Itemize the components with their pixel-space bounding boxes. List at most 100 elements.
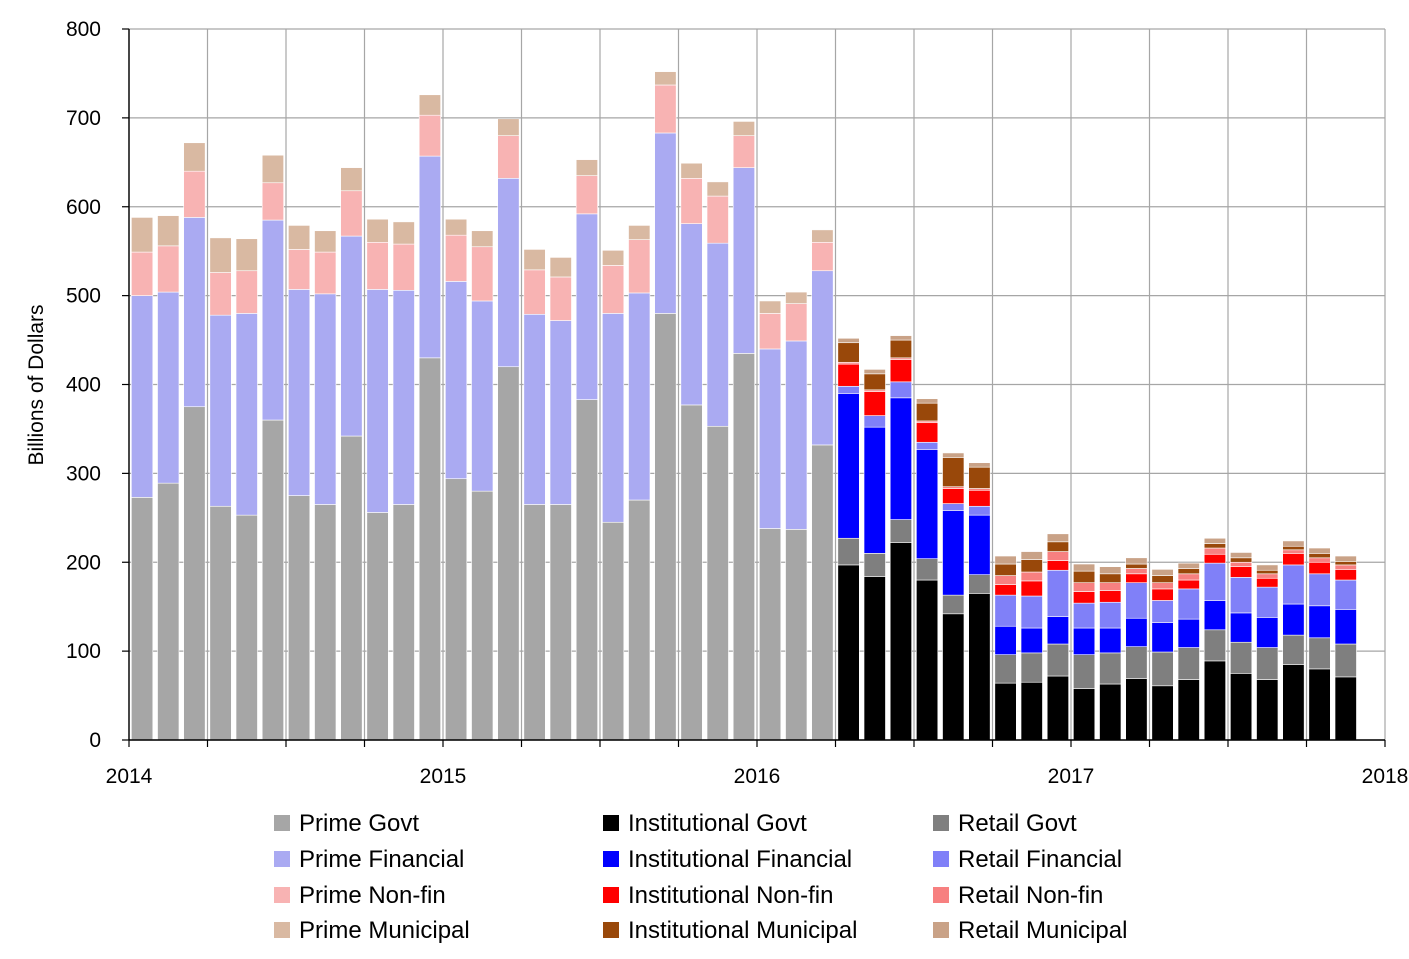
legend-swatch (603, 815, 619, 831)
y-tick-label: 300 (66, 462, 101, 485)
bar-segment-prime-financial (523, 313, 546, 505)
bar-segment-institutional-financial (942, 510, 965, 596)
legend-label: Prime Financial (299, 846, 464, 873)
bar-segment-institutional-municipal (1308, 553, 1331, 559)
bar-segment-prime-govt (340, 435, 363, 741)
bar-segment-prime-municipal (314, 230, 337, 253)
bar-segment-retail-govt (942, 594, 965, 615)
bar-segment-institutional-non-fin (1020, 580, 1043, 597)
bar-segment-prime-municipal (209, 237, 232, 273)
bar-segment-institutional-non-fin (1203, 553, 1226, 564)
legend-label: Institutional Non-fin (628, 882, 833, 909)
bar-segment-prime-govt (209, 505, 232, 741)
bar-segment-retail-financial (1046, 569, 1069, 617)
bar-segment-prime-municipal (549, 257, 572, 278)
bar-segment-retail-financial (1020, 595, 1043, 629)
bar-segment-retail-financial (1177, 588, 1200, 620)
bar-segment-prime-municipal (261, 154, 284, 184)
bar-segment-prime-financial (261, 219, 284, 421)
bar-segment-prime-municipal (628, 225, 651, 240)
bar-segment-prime-govt (759, 528, 782, 741)
bar-segment-prime-govt (575, 399, 598, 741)
bar-segment-prime-govt (732, 353, 755, 741)
bar-segment-retail-financial (889, 381, 912, 399)
bar-segment-institutional-non-fin (1125, 573, 1148, 583)
y-tick-label: 600 (66, 196, 101, 219)
bar-segment-retail-non-fin (1230, 561, 1253, 567)
bar-segment-prime-non-fin (706, 195, 729, 244)
bar-segment-prime-financial (209, 314, 232, 507)
bar-segment-institutional-financial (837, 393, 860, 539)
bar-segment-retail-non-fin (1151, 582, 1174, 590)
y-tick-label: 100 (66, 640, 101, 663)
bar-segment-retail-non-fin (1177, 573, 1200, 581)
bar-segment-institutional-municipal (1073, 570, 1096, 583)
bar-segment-retail-govt (1308, 637, 1331, 670)
bar-segment-prime-municipal (785, 291, 808, 304)
bar-segment-institutional-municipal (994, 563, 1017, 576)
bar-segment-prime-non-fin (392, 243, 415, 291)
bar-segment-institutional-municipal (1125, 563, 1148, 569)
bar-segment-institutional-financial (1256, 617, 1279, 648)
bar-segment-retail-govt (1177, 647, 1200, 680)
bar-segment-prime-non-fin (654, 84, 677, 134)
legend-label: Prime Municipal (299, 917, 470, 944)
bar-segment-retail-financial (1282, 564, 1305, 605)
bar-segment-institutional-govt (1203, 660, 1226, 741)
bar-segment-prime-municipal (392, 221, 415, 245)
bar-segment-prime-financial (183, 217, 206, 408)
bar-segment-institutional-financial (1308, 605, 1331, 639)
bar-segment-institutional-financial (994, 625, 1017, 655)
bar-segment-prime-non-fin (235, 270, 258, 314)
bar-segment-retail-govt (1099, 652, 1122, 685)
bar-segment-institutional-govt (1099, 683, 1122, 741)
bar-segment-institutional-govt (916, 579, 939, 741)
bar-segment-institutional-municipal (1046, 541, 1069, 552)
bar-segment-institutional-financial (1046, 616, 1069, 645)
bar-segment-institutional-govt (837, 564, 860, 741)
legend-swatch (274, 887, 290, 903)
bar-segment-prime-govt (392, 504, 415, 741)
bar-segment-institutional-municipal (916, 402, 939, 422)
bar-segment-prime-financial (785, 340, 808, 530)
bar-segment-retail-govt (1282, 634, 1305, 665)
bar-segment-prime-municipal (235, 238, 258, 272)
bar-segment-retail-financial (1099, 601, 1122, 629)
legend-swatch (274, 922, 290, 938)
bar-segment-prime-financial (811, 270, 834, 446)
bar-segment-institutional-non-fin (1099, 590, 1122, 603)
bar-segment-prime-municipal (706, 181, 729, 197)
bar-segment-institutional-municipal (942, 457, 965, 488)
legend-swatch (274, 851, 290, 867)
bar-segment-prime-govt (523, 504, 546, 741)
bar-segment-prime-municipal (523, 249, 546, 271)
bar-segment-prime-financial (706, 242, 729, 427)
y-tick-label: 400 (66, 374, 101, 397)
bar-segment-prime-municipal (131, 217, 154, 253)
bar-segment-prime-govt (706, 425, 729, 741)
bar-segment-prime-financial (549, 320, 572, 505)
bar-segment-institutional-municipal (968, 466, 991, 489)
bar-segment-institutional-govt (1073, 688, 1096, 741)
x-tick-label: 2018 (1362, 765, 1409, 788)
bar-segment-prime-govt (471, 490, 494, 741)
bar-segment-retail-govt (1020, 652, 1043, 683)
bar-segment-prime-municipal (288, 225, 311, 250)
bar-segment-institutional-non-fin (1151, 588, 1174, 601)
bar-segment-prime-financial (445, 281, 468, 480)
bar-segment-prime-non-fin (261, 182, 284, 221)
legend-label: Prime Govt (299, 810, 419, 837)
axes: 0 100 200 300 400 500 600 700 800 2014 2015 2016 201… (66, 18, 1408, 788)
bar-segment-prime-govt (366, 512, 389, 741)
bar-segment-retail-municipal (1099, 566, 1122, 575)
x-tick-label: 2016 (734, 765, 781, 788)
bar-segment-retail-financial (1125, 582, 1148, 619)
bar-segment-retail-municipal (942, 452, 965, 458)
bar-segment-institutional-non-fin (1334, 569, 1357, 581)
bar-segment-institutional-municipal (1256, 569, 1279, 575)
bar-segment-retail-govt (1203, 629, 1226, 662)
bar-segment-prime-non-fin (575, 175, 598, 215)
bar-segment-institutional-govt (1334, 676, 1357, 741)
bar-segment-institutional-non-fin (863, 391, 886, 416)
bar-segment-institutional-financial (863, 426, 886, 554)
